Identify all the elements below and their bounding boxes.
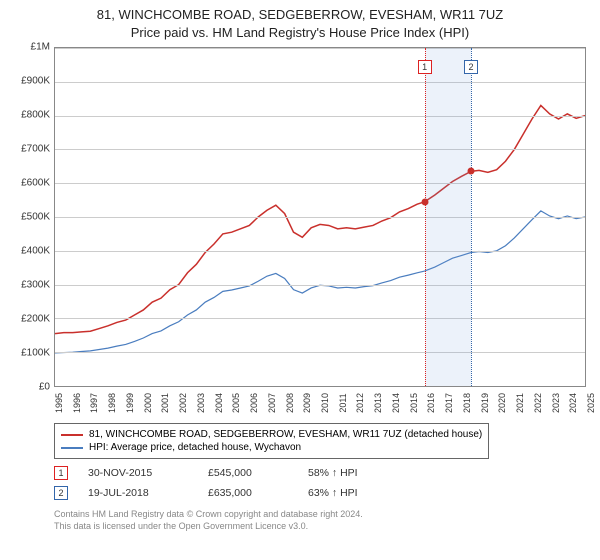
marker-line	[425, 48, 426, 386]
grid-line	[55, 318, 585, 319]
x-tick-label: 2016	[426, 393, 436, 413]
chart-title: 81, WINCHCOMBE ROAD, SEDGEBERROW, EVESHA…	[10, 6, 590, 41]
x-tick-label: 2012	[355, 393, 365, 413]
footer-line-2: This data is licensed under the Open Gov…	[54, 521, 590, 533]
x-tick-label: 2024	[568, 393, 578, 413]
x-tick-label: 2007	[267, 393, 277, 413]
x-tick-label: 2025	[586, 393, 596, 413]
y-tick-label: £200K	[21, 314, 50, 325]
event-number-box: 1	[54, 466, 68, 480]
marker-label-box: 1	[418, 60, 432, 74]
title-line-2: Price paid vs. HM Land Registry's House …	[10, 24, 590, 42]
title-line-1: 81, WINCHCOMBE ROAD, SEDGEBERROW, EVESHA…	[10, 6, 590, 24]
event-date: 30-NOV-2015	[88, 467, 188, 479]
legend-label: 81, WINCHCOMBE ROAD, SEDGEBERROW, EVESHA…	[89, 429, 482, 440]
event-dot	[421, 198, 428, 205]
y-tick-label: £600K	[21, 178, 50, 189]
y-tick-label: £500K	[21, 212, 50, 223]
legend-swatch	[61, 434, 83, 436]
x-tick-label: 2010	[320, 393, 330, 413]
x-tick-label: 2018	[462, 393, 472, 413]
grid-line	[55, 116, 585, 117]
x-tick-label: 2004	[214, 393, 224, 413]
event-row: 2 19-JUL-2018 £635,000 63% ↑ HPI	[54, 483, 590, 503]
x-tick-label: 2000	[143, 393, 153, 413]
y-tick-label: £1M	[31, 42, 50, 53]
event-delta: 58% ↑ HPI	[308, 467, 358, 479]
event-price: £635,000	[208, 487, 288, 499]
x-tick-label: 2011	[338, 393, 348, 412]
grid-line	[55, 82, 585, 83]
y-tick-label: £800K	[21, 110, 50, 121]
series-line	[55, 106, 585, 334]
series-line	[55, 211, 585, 353]
event-number-box: 2	[54, 486, 68, 500]
x-axis: 1995 1996 1997 1998 1999 2000 2001 2002 2003 2004…	[54, 387, 586, 417]
legend-item: HPI: Average price, detached house, Wych…	[61, 441, 482, 454]
event-dot	[468, 168, 475, 175]
x-tick-label: 2006	[249, 393, 259, 413]
x-tick-label: 2005	[231, 393, 241, 413]
x-tick-label: 2015	[409, 393, 419, 413]
legend-item: 81, WINCHCOMBE ROAD, SEDGEBERROW, EVESHA…	[61, 428, 482, 441]
marker-line	[471, 48, 472, 386]
y-tick-label: £100K	[21, 348, 50, 359]
x-tick-label: 1998	[107, 393, 117, 413]
grid-line	[55, 48, 585, 49]
event-list: 1 30-NOV-2015 £545,000 58% ↑ HPI 2 19-JUL-201…	[54, 463, 590, 503]
x-tick-label: 2019	[480, 393, 490, 413]
chart-container: 81, WINCHCOMBE ROAD, SEDGEBERROW, EVESHA…	[0, 0, 600, 560]
grid-line	[55, 285, 585, 286]
y-tick-label: £900K	[21, 76, 50, 87]
chart-area: £0 £100K £200K £300K £400K £500K £600K £700K £80…	[10, 47, 590, 417]
legend-label: HPI: Average price, detached house, Wych…	[89, 442, 301, 453]
event-date: 19-JUL-2018	[88, 487, 188, 499]
x-tick-label: 2021	[515, 393, 525, 413]
event-delta: 63% ↑ HPI	[308, 487, 358, 499]
footer-line-1: Contains HM Land Registry data © Crown c…	[54, 509, 590, 521]
x-tick-label: 2023	[551, 393, 561, 413]
grid-line	[55, 352, 585, 353]
x-tick-label: 2022	[533, 393, 543, 413]
grid-line	[55, 183, 585, 184]
y-axis: £0£100K£200K£300K£400K£500K£600K£700K£80…	[10, 47, 54, 387]
x-tick-label: 1995	[54, 393, 64, 413]
x-tick-label: 1999	[125, 393, 135, 413]
legend-swatch	[61, 447, 83, 449]
x-tick-label: 2014	[391, 393, 401, 413]
highlight-band	[425, 48, 471, 386]
y-tick-label: £0	[39, 382, 50, 393]
x-tick-label: 2001	[160, 393, 170, 413]
grid-line	[55, 251, 585, 252]
x-tick-label: 1996	[72, 393, 82, 413]
marker-label-box: 2	[464, 60, 478, 74]
x-tick-label: 2002	[178, 393, 188, 413]
x-tick-label: 2013	[373, 393, 383, 413]
y-tick-label: £300K	[21, 280, 50, 291]
x-tick-label: 2009	[302, 393, 312, 413]
footer-attribution: Contains HM Land Registry data © Crown c…	[54, 509, 590, 532]
x-tick-label: 2017	[444, 393, 454, 413]
y-tick-label: £700K	[21, 144, 50, 155]
plot-area: 12	[54, 47, 586, 387]
event-row: 1 30-NOV-2015 £545,000 58% ↑ HPI	[54, 463, 590, 483]
event-price: £545,000	[208, 467, 288, 479]
grid-line	[55, 149, 585, 150]
x-tick-label: 2008	[285, 393, 295, 413]
x-tick-label: 1997	[89, 393, 99, 413]
x-tick-label: 2003	[196, 393, 206, 413]
legend: 81, WINCHCOMBE ROAD, SEDGEBERROW, EVESHA…	[54, 423, 489, 459]
y-tick-label: £400K	[21, 246, 50, 257]
x-tick-label: 2020	[497, 393, 507, 413]
grid-line	[55, 217, 585, 218]
